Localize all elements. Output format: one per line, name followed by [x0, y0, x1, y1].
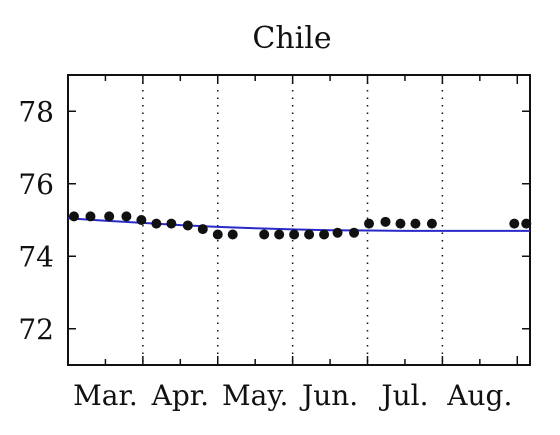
x-tick-label: Apr.: [151, 379, 209, 412]
y-tick-label: 76: [18, 168, 54, 201]
data-point: [136, 215, 147, 225]
data-point: [104, 211, 115, 222]
data-point: [426, 218, 437, 229]
plot-frame: [67, 74, 531, 366]
data-point: [68, 211, 79, 222]
data-point: [349, 227, 360, 238]
y-tick-label: 78: [18, 95, 54, 128]
data-point: [304, 229, 315, 240]
x-tick-label: May.: [222, 379, 288, 412]
data-point: [332, 227, 343, 238]
data-point: [521, 218, 532, 229]
y-tick-label: 74: [18, 240, 54, 273]
x-tick-label: Aug.: [446, 379, 512, 412]
data-points: [68, 211, 532, 240]
chart-title: Chile: [252, 21, 331, 56]
data-point: [289, 229, 300, 240]
x-tick-label: Jul.: [378, 379, 428, 412]
data-point: [182, 220, 193, 231]
x-tick-label: Mar.: [73, 379, 138, 412]
data-point: [212, 229, 223, 240]
data-point: [274, 229, 285, 240]
data-point: [259, 229, 270, 240]
data-point: [410, 218, 421, 229]
data-point: [121, 211, 132, 222]
data-point: [166, 218, 177, 229]
data-point: [380, 216, 391, 227]
y-tick-label: 72: [18, 313, 54, 346]
x-tick-label: Jun.: [299, 379, 358, 412]
y-axis: 72 74 76 78: [18, 95, 530, 346]
data-point: [151, 218, 162, 229]
data-point: [395, 218, 406, 229]
x-axis: Mar. Apr. May. Jun. Jul. Aug.: [73, 75, 519, 412]
data-point: [509, 218, 520, 229]
data-point: [227, 229, 238, 240]
data-point: [85, 211, 96, 222]
data-point: [197, 224, 208, 235]
data-point: [364, 218, 375, 229]
data-point: [319, 229, 330, 240]
